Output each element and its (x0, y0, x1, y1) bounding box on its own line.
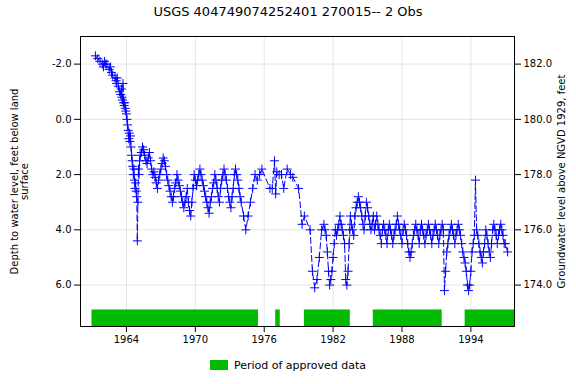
svg-text:Depth to water level, feet bel: Depth to water level, feet below landsur… (9, 89, 30, 275)
svg-text:Groundwater level above NGVD 1: Groundwater level above NGVD 1929, feet (556, 75, 567, 289)
html-text:Period of approved data: Period of approved data (233, 358, 367, 372)
svg-text:1988: 1988 (389, 334, 414, 345)
svg-text:176.0: 176.0 (524, 224, 553, 235)
svg-text:180.0: 180.0 (524, 114, 553, 125)
svg-text:1982: 1982 (320, 334, 345, 345)
svg-text:1994: 1994 (458, 334, 483, 345)
svg-text:1976: 1976 (251, 334, 276, 345)
svg-text:0.0: 0.0 (56, 114, 72, 125)
svg-text:174.0: 174.0 (524, 279, 553, 290)
svg-text:1970: 1970 (183, 334, 208, 345)
svg-text:178.0: 178.0 (524, 169, 553, 180)
svg-text:4.0: 4.0 (56, 224, 72, 235)
html-text:USGS 404749074252401 270015--: USGS 404749074252401 270015-- 2 Obs (153, 4, 423, 19)
svg-text:2.0: 2.0 (56, 169, 72, 180)
svg-text:6.0: 6.0 (56, 279, 72, 290)
svg-text:1964: 1964 (114, 334, 139, 345)
svg-text:182.0: 182.0 (524, 58, 553, 69)
svg-text:-2.0: -2.0 (52, 58, 72, 69)
